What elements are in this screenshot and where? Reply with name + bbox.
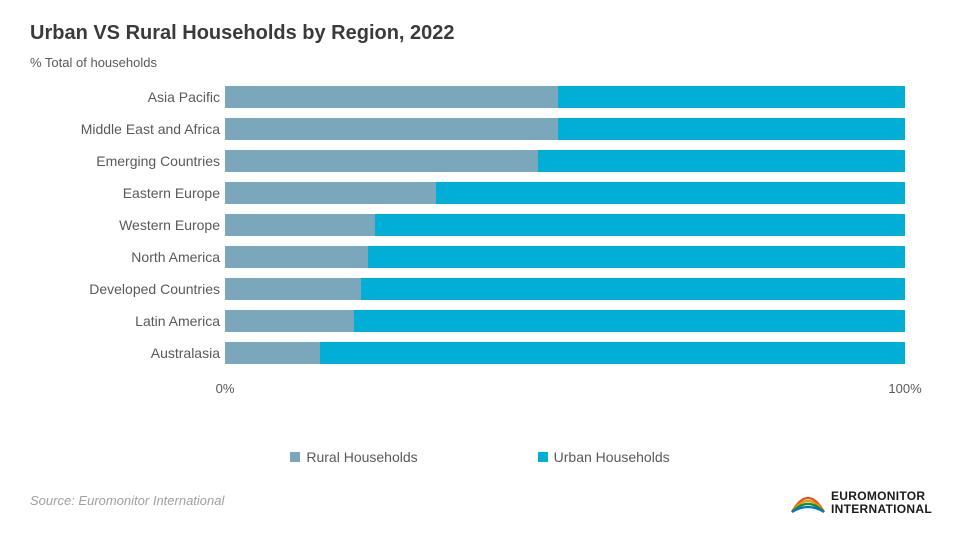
category-label: Developed Countries <box>50 278 220 300</box>
legend-label: Rural Households <box>306 449 417 465</box>
source-text: Source: Euromonitor International <box>30 493 224 508</box>
plot-area <box>225 80 905 378</box>
category-label: North America <box>50 246 220 268</box>
bar-segment-urban <box>354 310 905 332</box>
bar-segment-rural <box>225 86 558 108</box>
bar-row <box>225 214 905 236</box>
bar-segment-rural <box>225 278 361 300</box>
bar-segment-rural <box>225 310 354 332</box>
legend-swatch <box>538 452 548 462</box>
legend-swatch <box>290 452 300 462</box>
bar-segment-rural <box>225 150 538 172</box>
bar-segment-urban <box>558 118 905 140</box>
bar-row <box>225 278 905 300</box>
bar-segment-urban <box>558 86 905 108</box>
logo-line2: INTERNATIONAL <box>831 503 932 516</box>
bar-row <box>225 150 905 172</box>
bar-segment-urban <box>320 342 905 364</box>
category-label: Western Europe <box>50 214 220 236</box>
bar-row <box>225 118 905 140</box>
bar-segment-urban <box>375 214 905 236</box>
bar-row <box>225 246 905 268</box>
bar-segment-rural <box>225 342 320 364</box>
category-label: Latin America <box>50 310 220 332</box>
chart: Asia Pacific Middle East and Africa Emergi… <box>50 80 920 410</box>
category-label: Asia Pacific <box>50 86 220 108</box>
category-label: Middle East and Africa <box>50 118 220 140</box>
chart-title: Urban VS Rural Households by Region, 202… <box>30 22 930 45</box>
bar-row <box>225 342 905 364</box>
bar-segment-urban <box>436 182 905 204</box>
page: Urban VS Rural Households by Region, 202… <box>0 0 960 540</box>
bar-segment-rural <box>225 214 375 236</box>
legend-item: Rural Households <box>290 449 417 465</box>
legend-label: Urban Households <box>554 449 670 465</box>
legend-item: Urban Households <box>538 449 670 465</box>
bar-segment-rural <box>225 246 368 268</box>
category-label: Australasia <box>50 342 220 364</box>
legend: Rural Households Urban Households <box>0 449 960 465</box>
bar-segment-urban <box>361 278 905 300</box>
bar-segment-urban <box>538 150 905 172</box>
bar-row <box>225 86 905 108</box>
bar-segment-urban <box>368 246 905 268</box>
category-label: Eastern Europe <box>50 182 220 204</box>
x-axis-tick-label: 100% <box>888 381 921 396</box>
logo-text: EUROMONITOR INTERNATIONAL <box>831 490 932 515</box>
x-axis-tick-label: 0% <box>216 381 235 396</box>
bar-row <box>225 182 905 204</box>
bar-segment-rural <box>225 118 558 140</box>
logo-icon <box>791 490 825 516</box>
bar-segment-rural <box>225 182 436 204</box>
category-label: Emerging Countries <box>50 150 220 172</box>
brand-logo: EUROMONITOR INTERNATIONAL <box>791 490 932 516</box>
bar-row <box>225 310 905 332</box>
chart-subtitle: % Total of households <box>30 55 930 70</box>
